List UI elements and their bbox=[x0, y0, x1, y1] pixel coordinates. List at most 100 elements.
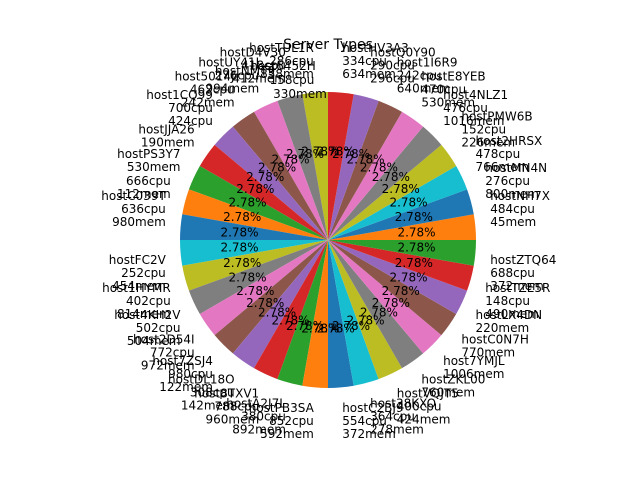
slice-percent-label: 2.78% bbox=[271, 153, 309, 167]
slice-label: hostZKL00 760mem bbox=[421, 372, 485, 399]
slice-label: host4NLZ1 476cpu 1016mem bbox=[443, 88, 508, 128]
pie-slice bbox=[180, 240, 328, 266]
slice-percent-label: 2.78% bbox=[258, 306, 296, 320]
slice-label: host2D54I 772cpu 972mem bbox=[133, 332, 195, 372]
slice-percent-label: 2.78% bbox=[346, 153, 384, 167]
slice-percent-label: 2.78% bbox=[382, 284, 420, 298]
slice-label: hostDL18O 308cpu 142mem bbox=[168, 372, 235, 412]
slice-percent-label: 2.78% bbox=[286, 147, 324, 161]
extra-label: 158cpu bbox=[270, 73, 315, 87]
slice-percent-label: 2.78% bbox=[271, 314, 309, 328]
pie-slice bbox=[302, 240, 328, 388]
pie-slice bbox=[199, 144, 328, 240]
pie-slice bbox=[277, 240, 328, 386]
slice-label: host5014J 462cpu 242mem bbox=[175, 70, 235, 110]
slice-percent-label: 2.78% bbox=[220, 225, 258, 239]
slice-percent-label: 2.78% bbox=[228, 196, 266, 210]
slice-label: hostC2BJ9 554cpu 372mem bbox=[342, 401, 403, 441]
slice-label: hostJJA26 190mem bbox=[138, 123, 194, 150]
slice-label: hostUY41I 276cpu 994mem bbox=[198, 56, 259, 96]
pie-slice bbox=[328, 94, 379, 240]
pie-slice bbox=[232, 111, 328, 240]
slice-label: hostMN4N 276cpu 800mem bbox=[485, 161, 547, 201]
slice-percent-label: 2.78% bbox=[360, 160, 398, 174]
slice-percent-label: 2.78% bbox=[301, 322, 339, 336]
slice-label: hostPB3SA 852cpu 592mem bbox=[249, 401, 315, 441]
pie-slice bbox=[214, 240, 328, 354]
slice-percent-label: 2.78% bbox=[317, 145, 355, 159]
slice-percent-label: 2.78% bbox=[223, 210, 261, 224]
slice-percent-label: 2.78% bbox=[246, 296, 284, 310]
slice-percent-label: 2.78% bbox=[346, 314, 384, 328]
pie-slice bbox=[180, 214, 328, 240]
pie-slice bbox=[328, 240, 379, 386]
pie-slice bbox=[328, 189, 474, 240]
slice-percent-label: 2.78% bbox=[236, 284, 274, 298]
slice-label: hostE8YEB 470cpu 530mem bbox=[421, 70, 485, 110]
pie-slice bbox=[277, 94, 328, 240]
slice-label: 666cpu 112mem bbox=[117, 174, 171, 201]
slice-label: hostC039T 636cpu 980mem bbox=[101, 189, 166, 229]
pie-slice bbox=[328, 240, 468, 314]
pie-slice bbox=[182, 189, 328, 240]
pie-slice bbox=[199, 240, 328, 336]
slice-percent-label: 2.78% bbox=[389, 196, 427, 210]
slice-percent-label: 2.78% bbox=[382, 182, 420, 196]
slice-percent-label: 2.78% bbox=[389, 271, 427, 285]
slice-label: hostNH7X 484cpu 45mem bbox=[490, 189, 550, 229]
slice-label: hostC0N7H 770mem bbox=[461, 332, 529, 359]
slice-label: hostVQJT5 400cpu 424mem bbox=[397, 387, 459, 427]
slice-label: hostTZE5R 148cpu 490mem bbox=[485, 281, 550, 321]
pie-slice bbox=[328, 240, 474, 291]
slice-label: hostA2J7L 380cpu 892mem bbox=[226, 396, 286, 436]
slice-label: host8TXV1 788cpu 960mem bbox=[194, 387, 259, 427]
pie-slice bbox=[328, 214, 476, 240]
extra-label: host6452H bbox=[250, 59, 315, 73]
pie-slice bbox=[188, 166, 328, 240]
pie-slice bbox=[302, 92, 328, 240]
slice-percent-label: 2.78% bbox=[220, 241, 258, 255]
slice-label: hostQ0Y90 290cpu 296cpu bbox=[370, 46, 436, 86]
slice-percent-label: 2.78% bbox=[223, 256, 261, 270]
pie-slice bbox=[188, 240, 328, 314]
slice-label: host7YMJL 1006mem bbox=[443, 354, 505, 381]
pie-slice bbox=[328, 240, 442, 354]
slice-percent-label: 2.78% bbox=[397, 225, 435, 239]
pie-slice bbox=[328, 240, 457, 336]
pie-slice bbox=[328, 144, 457, 240]
pie-slice bbox=[182, 240, 328, 291]
slice-percent-label: 2.78% bbox=[372, 296, 410, 310]
slice-percent-label: 2.78% bbox=[317, 322, 355, 336]
slice-label: host2HRSX 478cpu 766mem bbox=[476, 134, 543, 174]
pie-slice bbox=[328, 111, 424, 240]
slice-label: host4KH2V 502cpu 504mem bbox=[114, 308, 181, 348]
extra-label: hostNMT9 bbox=[215, 64, 275, 78]
pie-slice bbox=[254, 240, 328, 380]
slice-percent-label: 2.78% bbox=[397, 241, 435, 255]
pie-slice bbox=[328, 166, 468, 240]
slice-label: host1I6R9 242cpu 640mem bbox=[397, 56, 458, 96]
slice-label: hostPMW6B 152cpu 226mem bbox=[461, 110, 532, 150]
slice-percent-label: 2.78% bbox=[360, 306, 398, 320]
pie-slice bbox=[254, 100, 328, 241]
slice-label: host7ZSJ4 980cpu 122mem bbox=[152, 354, 213, 394]
pie-slice bbox=[328, 240, 476, 266]
slice-label: hostTUL1R 286cpu 858mem bbox=[249, 41, 314, 81]
pie-slice bbox=[328, 240, 354, 388]
extra-label: 330mem bbox=[273, 87, 327, 101]
pie-slice bbox=[328, 92, 354, 240]
slice-label: hostD4V30 418cpu 412mem bbox=[220, 46, 286, 86]
slice-label: hostPS3Y7 530mem bbox=[117, 147, 180, 174]
pie-slice bbox=[214, 126, 328, 240]
slice-label: hostFC2V 252cpu 454mem bbox=[109, 253, 167, 293]
pie-slice bbox=[328, 240, 424, 369]
slice-percent-label: 2.78% bbox=[246, 170, 284, 184]
slice-percent-label: 2.78% bbox=[395, 210, 433, 224]
pie-slice bbox=[232, 240, 328, 369]
pie-slice bbox=[328, 100, 402, 241]
slice-percent-label: 2.78% bbox=[286, 319, 324, 333]
slice-label: host1CQ99 700cpu 424cpu bbox=[146, 88, 213, 128]
slice-label: hostHV3A3 334cpu 634mem bbox=[342, 41, 409, 81]
